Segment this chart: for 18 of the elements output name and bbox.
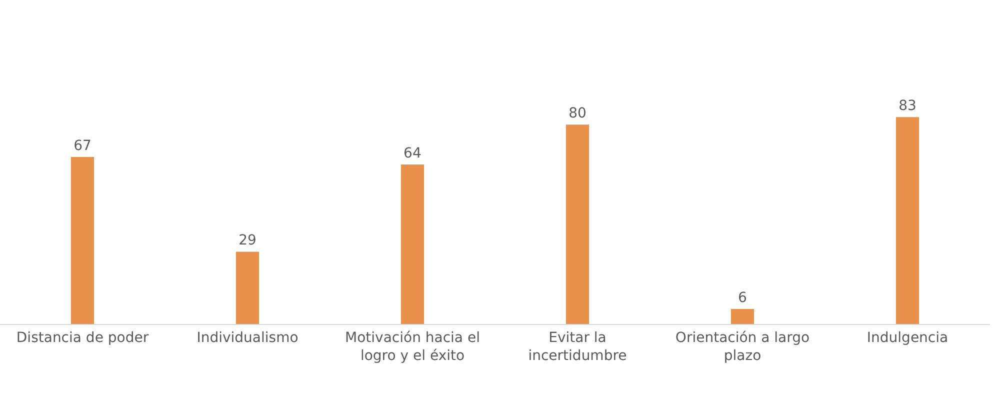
- data-label: 67: [74, 138, 92, 154]
- bar: [566, 124, 590, 324]
- data-label: 6: [738, 290, 747, 306]
- x-tick-label: Distancia de poder: [16, 330, 149, 346]
- x-tick-label: Evitar la incertidumbre: [528, 330, 627, 364]
- x-tick-label: Orientación a largo plazo: [675, 330, 810, 364]
- bar: [896, 117, 920, 324]
- data-label: 64: [404, 145, 422, 162]
- bar: [236, 252, 260, 324]
- bar: [400, 164, 424, 324]
- x-tick-label: Motivación hacia el logro y el éxito: [345, 330, 480, 364]
- bar: [70, 157, 94, 324]
- data-label: 80: [568, 106, 586, 122]
- bar: [730, 309, 754, 324]
- x-tick-label: Individualismo: [196, 330, 298, 346]
- data-label: 29: [238, 232, 256, 249]
- data-label: 83: [898, 98, 916, 114]
- x-tick-label: Indulgencia: [866, 330, 948, 346]
